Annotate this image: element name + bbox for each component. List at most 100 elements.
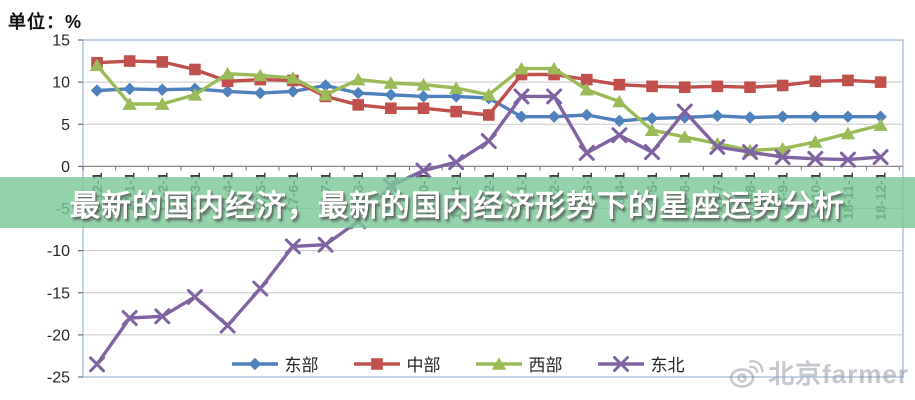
- marker-triangle: [840, 126, 856, 140]
- marker-diamond: [874, 110, 887, 123]
- marker-x: [317, 236, 334, 253]
- marker-square: [580, 73, 593, 86]
- marker-square: [776, 79, 789, 92]
- y-tick-label: 15: [52, 33, 70, 50]
- series-中部: [91, 55, 887, 121]
- marker-diamond: [809, 110, 822, 123]
- marker-x: [742, 144, 758, 161]
- marker-diamond: [221, 85, 234, 98]
- marker-square: [711, 80, 724, 93]
- x-axis-ticks: [82, 166, 900, 171]
- marker-x: [219, 317, 236, 334]
- marker-x: [644, 144, 661, 161]
- marker-triangle: [546, 61, 562, 75]
- marker-diamond: [254, 86, 267, 100]
- marker-diamond: [678, 111, 691, 124]
- watermark: 北京farmer: [728, 354, 909, 391]
- marker-x: [676, 103, 693, 120]
- marker-triangle: [579, 82, 594, 96]
- marker-diamond: [515, 110, 528, 123]
- marker-square: [744, 81, 756, 93]
- marker-x: [252, 280, 269, 297]
- title-banner: 最新的国内经济，最新的国内经济形势下的星座运势分析: [0, 177, 915, 228]
- marker-triangle: [89, 58, 105, 72]
- marker-square: [613, 78, 626, 91]
- watermark-text: 北京farmer: [768, 359, 909, 389]
- legend-marker-diamond: [231, 357, 278, 370]
- marker-triangle: [416, 77, 431, 91]
- legend-item-diamond: 东部: [231, 351, 319, 376]
- marker-triangle: [873, 118, 888, 131]
- marker-x: [284, 238, 301, 255]
- legend-marker-triangle: [475, 356, 522, 370]
- marker-square: [352, 99, 364, 111]
- y-axis-unit-label: 单位：%: [8, 12, 83, 32]
- marker-diamond: [286, 85, 300, 98]
- marker-square: [809, 75, 822, 88]
- marker-square: [221, 75, 234, 88]
- legend-label: 西部: [528, 356, 563, 375]
- marker-triangle: [253, 68, 268, 82]
- marker-triangle: [644, 123, 660, 136]
- marker-triangle: [808, 135, 823, 148]
- marker-x: [611, 127, 628, 144]
- marker-square: [874, 76, 887, 88]
- marker-x: [121, 310, 138, 327]
- marker-diamond: [776, 110, 789, 123]
- marker-square: [370, 357, 383, 370]
- series-东北: [89, 88, 889, 373]
- marker-x: [186, 288, 203, 305]
- y-tick-label: -10: [47, 243, 70, 260]
- weibo-eye-icon: [729, 359, 764, 388]
- marker-x: [839, 151, 856, 168]
- marker-diamond: [156, 83, 169, 96]
- marker-triangle: [155, 97, 170, 110]
- marker-x: [807, 150, 824, 167]
- marker-triangle: [383, 76, 399, 89]
- marker-triangle: [448, 81, 464, 94]
- marker-diamond: [580, 108, 593, 122]
- marker-x: [578, 144, 595, 161]
- legend-marker-x: [597, 355, 644, 372]
- marker-square: [646, 80, 658, 93]
- marker-diamond: [645, 112, 659, 125]
- marker-triangle: [187, 87, 203, 101]
- marker-diamond: [547, 110, 561, 123]
- marker-diamond: [352, 86, 365, 100]
- marker-diamond: [319, 79, 332, 92]
- marker-diamond: [384, 88, 398, 101]
- marker-x: [89, 356, 105, 373]
- chart-legend: 东部 中部 西部 东北: [0, 351, 915, 376]
- marker-triangle: [285, 71, 301, 84]
- marker-diamond: [841, 110, 855, 123]
- marker-x: [513, 88, 530, 105]
- marker-triangle: [481, 87, 496, 101]
- marker-diamond: [417, 90, 430, 103]
- marker-x: [154, 308, 171, 325]
- marker-diamond: [248, 357, 261, 370]
- marker-diamond: [613, 114, 626, 128]
- legend-marker-square: [353, 357, 400, 370]
- marker-square: [515, 68, 528, 81]
- marker-triangle: [491, 356, 506, 370]
- marker-x: [709, 138, 726, 155]
- marker-triangle: [775, 141, 790, 155]
- marker-triangle: [677, 130, 692, 143]
- banner-title: 最新的国内经济，最新的国内经济形势下的星座运势分析: [70, 189, 845, 223]
- y-tick-label: 5: [61, 117, 70, 134]
- y-tick-label: 0: [61, 159, 70, 176]
- legend-label: 中部: [406, 356, 441, 375]
- marker-triangle: [612, 94, 627, 108]
- marker-diamond: [711, 109, 724, 123]
- marker-square: [156, 56, 169, 68]
- marker-triangle: [220, 66, 235, 80]
- y-tick-label: -15: [47, 285, 70, 302]
- marker-square: [483, 109, 495, 121]
- marker-square: [842, 74, 854, 87]
- y-tick-label: -20: [47, 327, 70, 344]
- marker-x: [415, 162, 432, 179]
- legend-item-triangle: 西部: [475, 351, 563, 376]
- marker-x: [480, 133, 497, 150]
- marker-x: [448, 154, 465, 171]
